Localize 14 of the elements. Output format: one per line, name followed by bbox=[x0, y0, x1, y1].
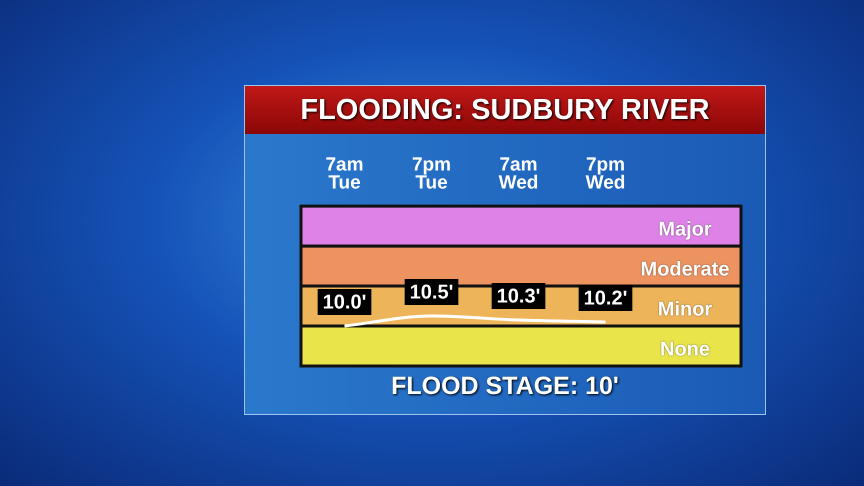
x-tick-label: 7pm Wed bbox=[586, 154, 626, 194]
band-label: Major bbox=[658, 218, 712, 241]
band-label: Minor bbox=[658, 298, 712, 321]
band-label: Moderate bbox=[640, 258, 730, 281]
chart-title: FLOODING: SUDBURY RIVER bbox=[300, 94, 710, 126]
x-tick-label: 7am Tue bbox=[325, 154, 364, 194]
x-tick-label: 7am Wed bbox=[498, 154, 538, 194]
data-label: 10.0' bbox=[322, 292, 366, 314]
data-label: 10.5' bbox=[410, 282, 454, 304]
data-label: 10.3' bbox=[496, 286, 540, 308]
data-label: 10.2' bbox=[584, 288, 628, 310]
band-label: None bbox=[660, 338, 710, 361]
text: FLOOD STAGE: 10' bbox=[390, 372, 620, 401]
x-tick-label: 7pm Tue bbox=[412, 154, 452, 194]
